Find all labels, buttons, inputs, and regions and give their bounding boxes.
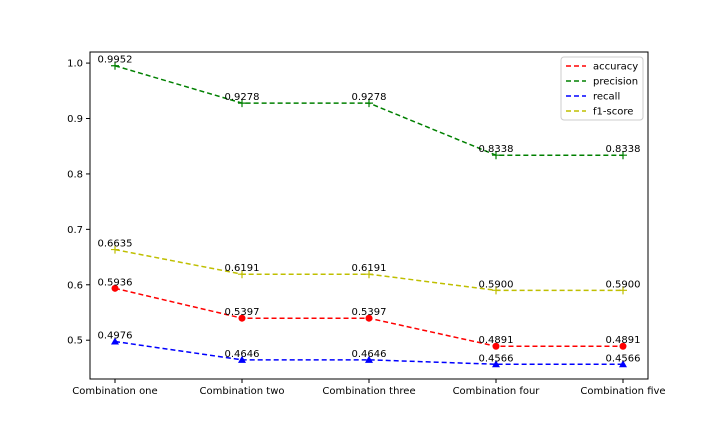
data-label: 0.4891	[479, 335, 514, 346]
series-precision	[111, 61, 627, 160]
series-layer	[111, 61, 627, 368]
data-point	[492, 342, 500, 350]
legend-box	[560, 56, 644, 121]
data-point	[492, 360, 500, 368]
x-tick-label: Combination two	[200, 386, 285, 397]
data-label: 0.6191	[225, 263, 260, 274]
plot-frame	[89, 51, 649, 380]
data-point	[365, 99, 373, 108]
x-tick-label: Combination five	[580, 386, 665, 397]
data-label: 0.6191	[352, 263, 387, 274]
y-tick-label: 0.8	[67, 169, 83, 180]
y-tick-label: 0.6	[67, 280, 83, 291]
data-labels: 0.5936 0.5397 0.5397 0.4891 0.4891 0.9952 0.92…	[98, 55, 641, 365]
y-tick-label: 0.7	[67, 225, 83, 236]
legend-label: accuracy	[593, 62, 638, 73]
legend-item-accuracy: accuracy	[566, 62, 638, 73]
data-point	[619, 360, 627, 368]
data-point	[238, 355, 246, 363]
series-f1-score	[111, 245, 627, 295]
data-label: 0.6635	[98, 239, 133, 250]
data-point	[111, 245, 119, 254]
data-point	[365, 314, 373, 322]
legend-item-f1-score: f1-score	[566, 107, 633, 118]
data-point	[111, 337, 119, 345]
data-label: 0.8338	[479, 144, 514, 155]
legend-label: f1-score	[593, 107, 633, 118]
y-tick-label: 0.5	[67, 336, 83, 347]
series-recall	[111, 337, 627, 368]
data-label: 0.4976	[98, 331, 133, 342]
data-point	[365, 270, 373, 279]
x-tick-label: Combination three	[322, 386, 415, 397]
data-label: 0.9952	[98, 55, 133, 66]
legend-item-recall: recall	[566, 92, 620, 103]
x-axis: Combination one Combination two Combinatio…	[72, 379, 666, 397]
y-tick-label: 0.9	[67, 114, 83, 125]
data-point	[111, 284, 119, 292]
data-label: 0.4646	[352, 349, 387, 360]
legend-label: recall	[593, 92, 620, 103]
legend-label: precision	[593, 77, 638, 88]
data-point	[492, 286, 500, 295]
data-label: 0.5900	[479, 279, 514, 290]
data-point	[111, 61, 119, 70]
data-label: 0.5900	[606, 279, 641, 290]
series-line-recall	[114, 340, 623, 366]
data-label: 0.5397	[352, 307, 387, 318]
x-tick-label: Combination four	[453, 386, 541, 397]
data-point	[619, 151, 627, 160]
data-label: 0.9278	[225, 92, 260, 103]
y-axis: 0.5 0.6 0.7 0.8 0.9 1.0	[67, 59, 90, 347]
data-point	[238, 99, 246, 108]
data-label: 0.9278	[352, 92, 387, 103]
data-label: 0.4566	[479, 353, 514, 364]
data-point	[492, 151, 500, 160]
data-point	[619, 342, 627, 350]
data-point	[619, 286, 627, 295]
data-point	[238, 270, 246, 279]
legend: accuracy precision recall f1-score	[560, 56, 644, 121]
data-label: 0.4646	[225, 349, 260, 360]
data-point	[238, 314, 246, 322]
y-tick-label: 1.0	[67, 59, 83, 70]
data-label: 0.8338	[606, 144, 641, 155]
data-label: 0.4566	[606, 353, 641, 364]
x-tick-label: Combination one	[72, 386, 157, 397]
legend-item-precision: precision	[566, 77, 638, 88]
data-label: 0.5936	[98, 277, 133, 288]
data-label: 0.4891	[606, 335, 641, 346]
data-label: 0.5397	[225, 307, 260, 318]
data-point	[365, 355, 373, 363]
series-accuracy	[111, 284, 627, 350]
